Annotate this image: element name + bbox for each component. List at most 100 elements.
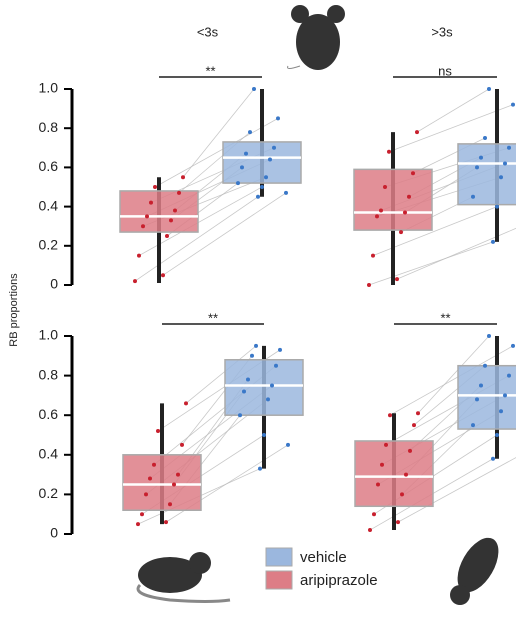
- box: [123, 455, 201, 510]
- point: [272, 146, 276, 150]
- point: [236, 181, 240, 185]
- point: [403, 210, 407, 214]
- point: [495, 205, 499, 209]
- point: [376, 483, 380, 487]
- point: [495, 433, 499, 437]
- point: [380, 463, 384, 467]
- y-tick-label: 0.4: [39, 197, 59, 213]
- y-tick-label: 0.8: [39, 119, 59, 135]
- point: [471, 195, 475, 199]
- point: [153, 185, 157, 189]
- point: [140, 512, 144, 516]
- point: [258, 467, 262, 471]
- column-title: >3s: [431, 24, 453, 39]
- point: [375, 214, 379, 218]
- point: [278, 348, 282, 352]
- y-tick-label: 0: [50, 525, 58, 541]
- point: [511, 103, 515, 107]
- y-tick-label: 0: [50, 276, 58, 292]
- point: [248, 130, 252, 134]
- point: [379, 209, 383, 213]
- box: [355, 441, 433, 506]
- point: [246, 378, 250, 382]
- point: [177, 191, 181, 195]
- point: [136, 522, 140, 526]
- point: [250, 354, 254, 358]
- y-tick-label: 0.8: [39, 366, 59, 382]
- point: [262, 433, 266, 437]
- point: [407, 195, 411, 199]
- legend-label: vehicle: [300, 549, 347, 566]
- point: [491, 457, 495, 461]
- figure: RB proportions vehicle aripiprazole <3s0…: [0, 0, 516, 625]
- point: [400, 492, 404, 496]
- pair-line: [369, 242, 493, 285]
- point: [388, 413, 392, 417]
- y-tick-label: 1.0: [39, 327, 59, 343]
- point: [284, 191, 288, 195]
- significance-label: ns: [438, 63, 452, 78]
- point: [144, 492, 148, 496]
- point: [268, 158, 272, 162]
- point: [411, 171, 415, 175]
- point: [475, 397, 479, 401]
- point: [173, 209, 177, 213]
- point: [491, 240, 495, 244]
- box: [120, 191, 198, 232]
- point: [384, 443, 388, 447]
- y-tick-label: 0.6: [39, 158, 59, 174]
- box: [458, 144, 516, 205]
- significance-label: **: [440, 310, 450, 325]
- point: [415, 130, 419, 134]
- point: [383, 185, 387, 189]
- point: [148, 477, 152, 481]
- point: [256, 195, 260, 199]
- point: [408, 449, 412, 453]
- point: [479, 384, 483, 388]
- point: [276, 116, 280, 120]
- point: [244, 152, 248, 156]
- point: [395, 277, 399, 281]
- point: [137, 254, 141, 258]
- point: [511, 344, 515, 348]
- mouse-icon-right: [449, 531, 507, 605]
- point: [133, 279, 137, 283]
- point: [475, 165, 479, 169]
- box: [225, 360, 303, 415]
- y-tick-label: 0.6: [39, 406, 59, 422]
- point: [507, 374, 511, 378]
- point: [499, 175, 503, 179]
- point: [471, 423, 475, 427]
- point: [372, 512, 376, 516]
- point: [156, 429, 160, 433]
- point: [252, 87, 256, 91]
- point: [412, 423, 416, 427]
- significance-label: **: [208, 310, 218, 325]
- y-tick-label: 0.2: [39, 237, 59, 253]
- point: [184, 401, 188, 405]
- y-tick-label: 0.4: [39, 446, 59, 462]
- point: [371, 254, 375, 258]
- point: [172, 483, 176, 487]
- point: [152, 463, 156, 467]
- point: [180, 443, 184, 447]
- box: [223, 142, 301, 183]
- point: [161, 273, 165, 277]
- point: [164, 520, 168, 524]
- mouse-icon-top: [288, 5, 346, 70]
- point: [499, 409, 503, 413]
- point: [254, 344, 258, 348]
- point: [242, 389, 246, 393]
- point: [264, 175, 268, 179]
- mouse-icon-left: [138, 552, 230, 602]
- point: [368, 528, 372, 532]
- point: [416, 411, 420, 415]
- significance-label: **: [205, 63, 215, 78]
- point: [487, 334, 491, 338]
- point: [270, 384, 274, 388]
- point: [238, 413, 242, 417]
- point: [396, 520, 400, 524]
- point: [260, 185, 264, 189]
- point: [149, 201, 153, 205]
- column-title: <3s: [197, 24, 219, 39]
